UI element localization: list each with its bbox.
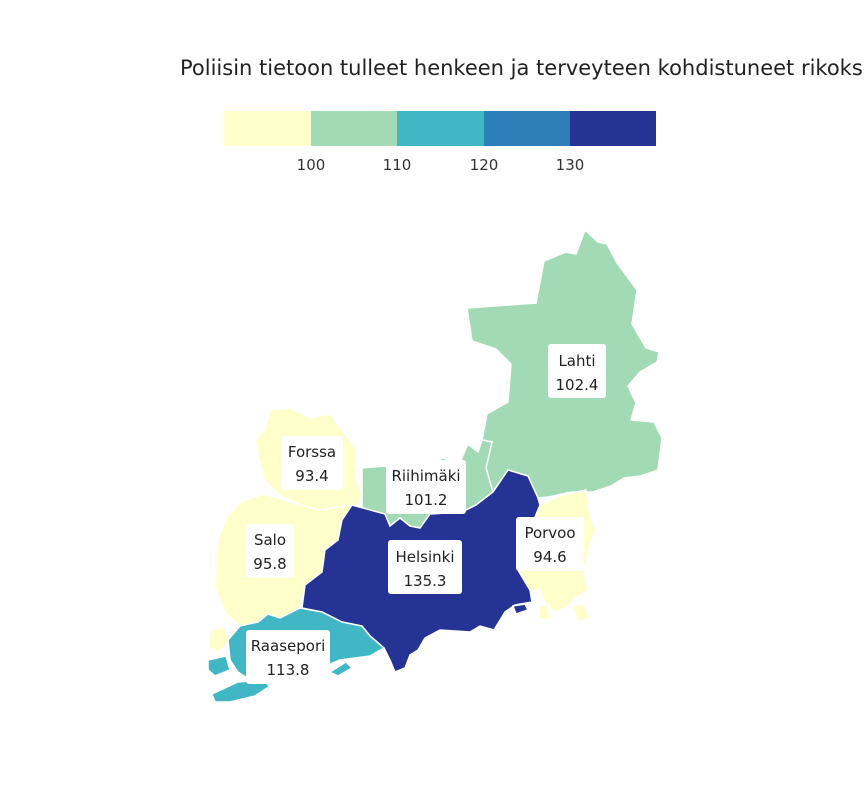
label-name-raasepori: Raasepori — [251, 637, 326, 655]
legend-swatch-0 — [224, 111, 311, 146]
region-raasepori-island-3[interactable] — [328, 661, 354, 677]
label-name-porvoo: Porvoo — [524, 524, 575, 542]
region-porvoo-island[interactable] — [570, 603, 592, 623]
label-helsinki: Helsinki 135.3 — [388, 540, 462, 594]
region-raasepori-island-2[interactable] — [211, 679, 272, 703]
label-box-lahti — [548, 344, 606, 398]
label-name-helsinki: Helsinki — [395, 548, 454, 566]
legend-swatch-4 — [570, 111, 656, 146]
label-name-riihimaki: Riihimäki — [391, 467, 460, 485]
label-value-forssa: 93.4 — [295, 467, 328, 485]
label-name-lahti: Lahti — [558, 352, 595, 370]
label-forssa: Forssa 93.4 — [281, 436, 343, 490]
region-helsinki-island[interactable] — [511, 603, 530, 615]
legend-tick-110: 110 — [383, 156, 412, 174]
label-value-porvoo: 94.6 — [533, 548, 566, 566]
map-title: Poliisin tietoon tulleet henkeen ja terv… — [180, 56, 864, 80]
label-box-raasepori — [246, 630, 330, 684]
region-porvoo-island-2[interactable] — [537, 603, 551, 621]
label-box-forssa — [281, 436, 343, 490]
label-lahti: Lahti 102.4 — [548, 344, 606, 398]
legend-tick-130: 130 — [556, 156, 585, 174]
region-raasepori-island[interactable] — [207, 655, 231, 677]
region-labels: Lahti 102.4 Forssa 93.4 Riihimäki 101.2 … — [246, 344, 606, 684]
label-box-riihimaki — [386, 460, 466, 514]
label-riihimaki: Riihimäki 101.2 — [386, 460, 466, 514]
label-value-lahti: 102.4 — [556, 376, 599, 394]
legend-tick-100: 100 — [297, 156, 326, 174]
legend-tick-120: 120 — [470, 156, 499, 174]
legend-swatch-2 — [397, 111, 484, 146]
label-name-forssa: Forssa — [288, 443, 336, 461]
label-box-helsinki — [388, 540, 462, 594]
region-salo-island[interactable] — [207, 626, 231, 653]
label-porvoo: Porvoo 94.6 — [516, 517, 584, 571]
label-box-salo — [246, 524, 294, 578]
label-box-porvoo — [516, 517, 584, 571]
label-raasepori: Raasepori 113.8 — [246, 630, 330, 684]
legend-swatch-3 — [484, 111, 570, 146]
color-legend: 100 110 120 130 — [224, 111, 656, 174]
legend-swatch-1 — [311, 111, 397, 146]
label-value-raasepori: 113.8 — [267, 661, 310, 679]
label-value-helsinki: 135.3 — [404, 572, 447, 590]
label-salo: Salo 95.8 — [246, 524, 294, 578]
label-value-salo: 95.8 — [253, 555, 286, 573]
label-value-riihimaki: 101.2 — [405, 491, 448, 509]
label-name-salo: Salo — [254, 531, 286, 549]
